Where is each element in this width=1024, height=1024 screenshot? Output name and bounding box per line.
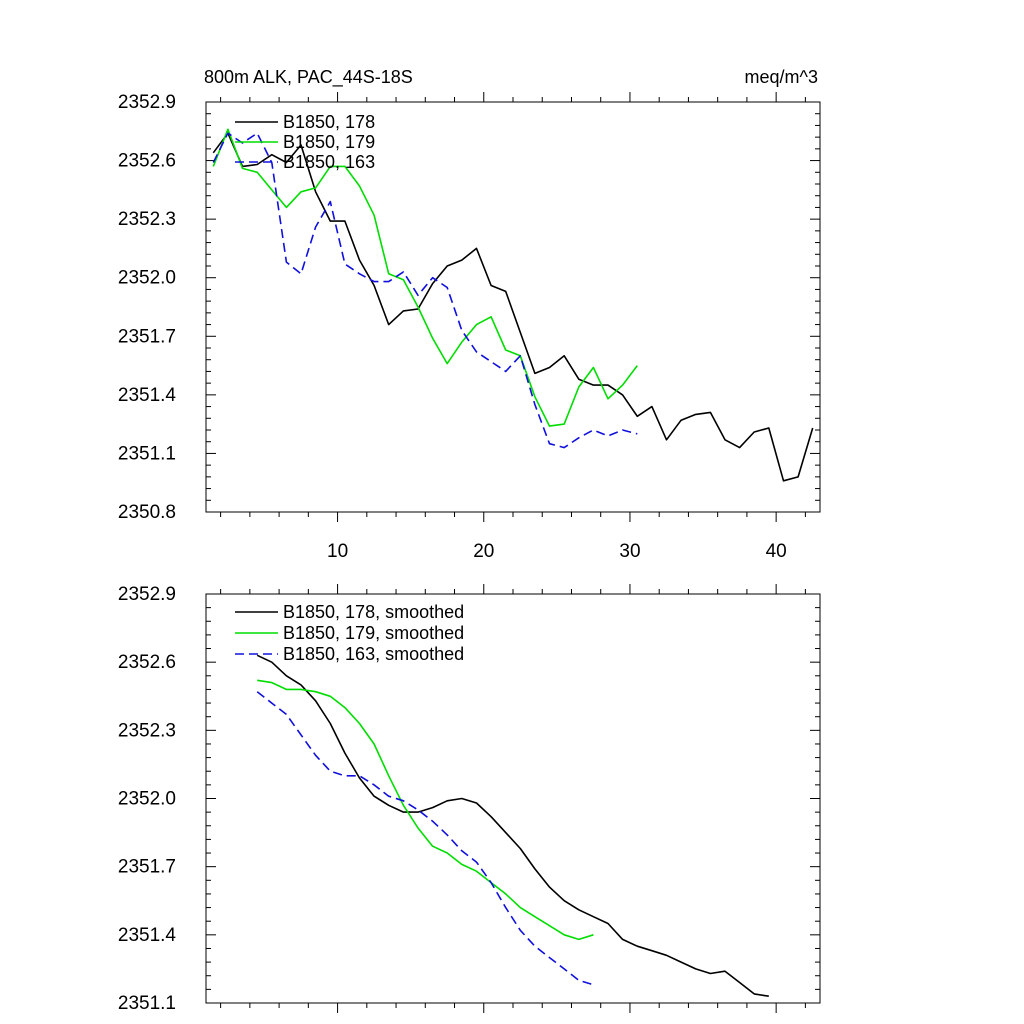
bottom-panel: 2352.9 2352.6 2352.3 2352.0 2351.7 2351.4 2351… <box>118 584 821 1014</box>
series-line <box>257 679 594 941</box>
y-tick-label: 2351.1 <box>118 443 176 464</box>
y-tick-label: 2352.3 <box>118 209 176 230</box>
legend-label: B1850, 178 <box>283 112 375 132</box>
y-tick-label: 2352.6 <box>118 151 176 172</box>
x-tick-label: 10 <box>327 541 348 562</box>
y-tick-label: 2350.8 <box>118 502 176 523</box>
y-tick-label: 2352.3 <box>118 720 176 741</box>
legend-label: B1850, 179, smoothed <box>283 623 464 643</box>
series-line <box>212 132 638 449</box>
y-tick-label: 2352.0 <box>118 789 176 810</box>
y-tick-label: 2351.4 <box>118 925 177 946</box>
y-tick-label: 2352.9 <box>118 584 176 605</box>
series-line <box>212 132 814 482</box>
legend-label: B1850, 179 <box>283 132 375 152</box>
x-tick-label: 40 <box>766 541 787 562</box>
x-tick-label: 30 <box>619 541 640 562</box>
chart-title: 800m ALK, PAC_44S-18S <box>204 67 413 88</box>
y-tick-label: 2351.4 <box>118 385 177 406</box>
units-label: meq/m^3 <box>745 67 818 87</box>
legend-label: B1850, 178, smoothed <box>283 602 464 622</box>
x-tick-label: 20 <box>473 541 494 562</box>
y-tick-label: 2352.9 <box>118 92 176 113</box>
y-tick-label: 2351.1 <box>118 993 176 1014</box>
legend-label: B1850, 163, smoothed <box>283 644 464 664</box>
legend-label: B1850, 163 <box>283 152 375 172</box>
y-tick-label: 2351.7 <box>118 857 176 878</box>
series-line <box>256 691 594 986</box>
y-tick-label: 2352.0 <box>118 268 176 289</box>
series-line <box>212 128 638 427</box>
series-line <box>256 654 769 997</box>
top-panel: 2352.9 2352.6 2352.3 2352.0 2351.7 2351.4 2351… <box>118 67 821 562</box>
y-tick-label: 2352.6 <box>118 652 176 673</box>
y-tick-label: 2351.7 <box>118 326 176 347</box>
